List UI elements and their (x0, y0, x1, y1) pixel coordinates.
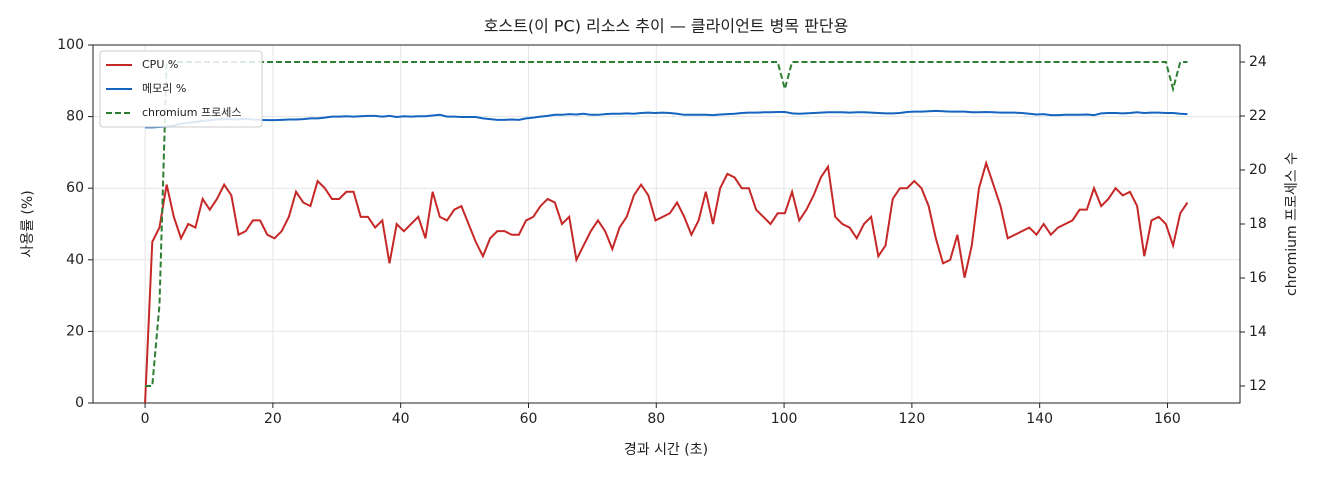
x-tick-label: 0 (141, 411, 150, 427)
legend-label: CPU % (142, 58, 178, 71)
y2-tick-label: 24 (1249, 54, 1267, 70)
x-tick-label: 40 (392, 411, 410, 427)
x-tick-label: 100 (771, 411, 798, 427)
legend-box (99, 50, 263, 128)
x-tick-label: 140 (1026, 411, 1053, 427)
y2-tick-label: 18 (1249, 216, 1267, 232)
series-line (144, 159, 1189, 404)
x-axis-label: 경과 시간 (초) (624, 442, 708, 458)
y-tick-label: 0 (75, 395, 84, 411)
plot-frame (92, 44, 1241, 404)
y-tick-label: 100 (57, 37, 84, 53)
y2-tick-label: 16 (1249, 270, 1267, 286)
legend-label: 메모리 % (142, 82, 186, 95)
series-line (145, 61, 1188, 387)
x-tick-label: 160 (1154, 411, 1181, 427)
chart-title: 호스트(이 PC) 리소스 추이 — 클라이언트 병목 판단용 (484, 17, 849, 36)
x-tick-label: 120 (899, 411, 926, 427)
x-tick-label: 60 (520, 411, 538, 427)
y-tick-label: 80 (66, 109, 84, 125)
y2-tick-label: 12 (1249, 378, 1267, 394)
x-tick-label: 20 (264, 411, 282, 427)
y-axis-label: 사용률 (%) (20, 190, 36, 257)
series-line (145, 109, 1188, 129)
y2-tick-label: 20 (1249, 162, 1267, 178)
legend-label: chromium 프로세스 (142, 106, 241, 119)
y-tick-label: 40 (66, 252, 84, 268)
y-tick-label: 60 (66, 180, 84, 196)
y2-axis-label: chromium 프로세스 수 (1284, 152, 1300, 296)
y-tick-label: 20 (66, 323, 84, 339)
x-tick-label: 80 (647, 411, 665, 427)
y2-tick-label: 14 (1249, 324, 1267, 340)
y2-tick-label: 22 (1249, 108, 1267, 124)
